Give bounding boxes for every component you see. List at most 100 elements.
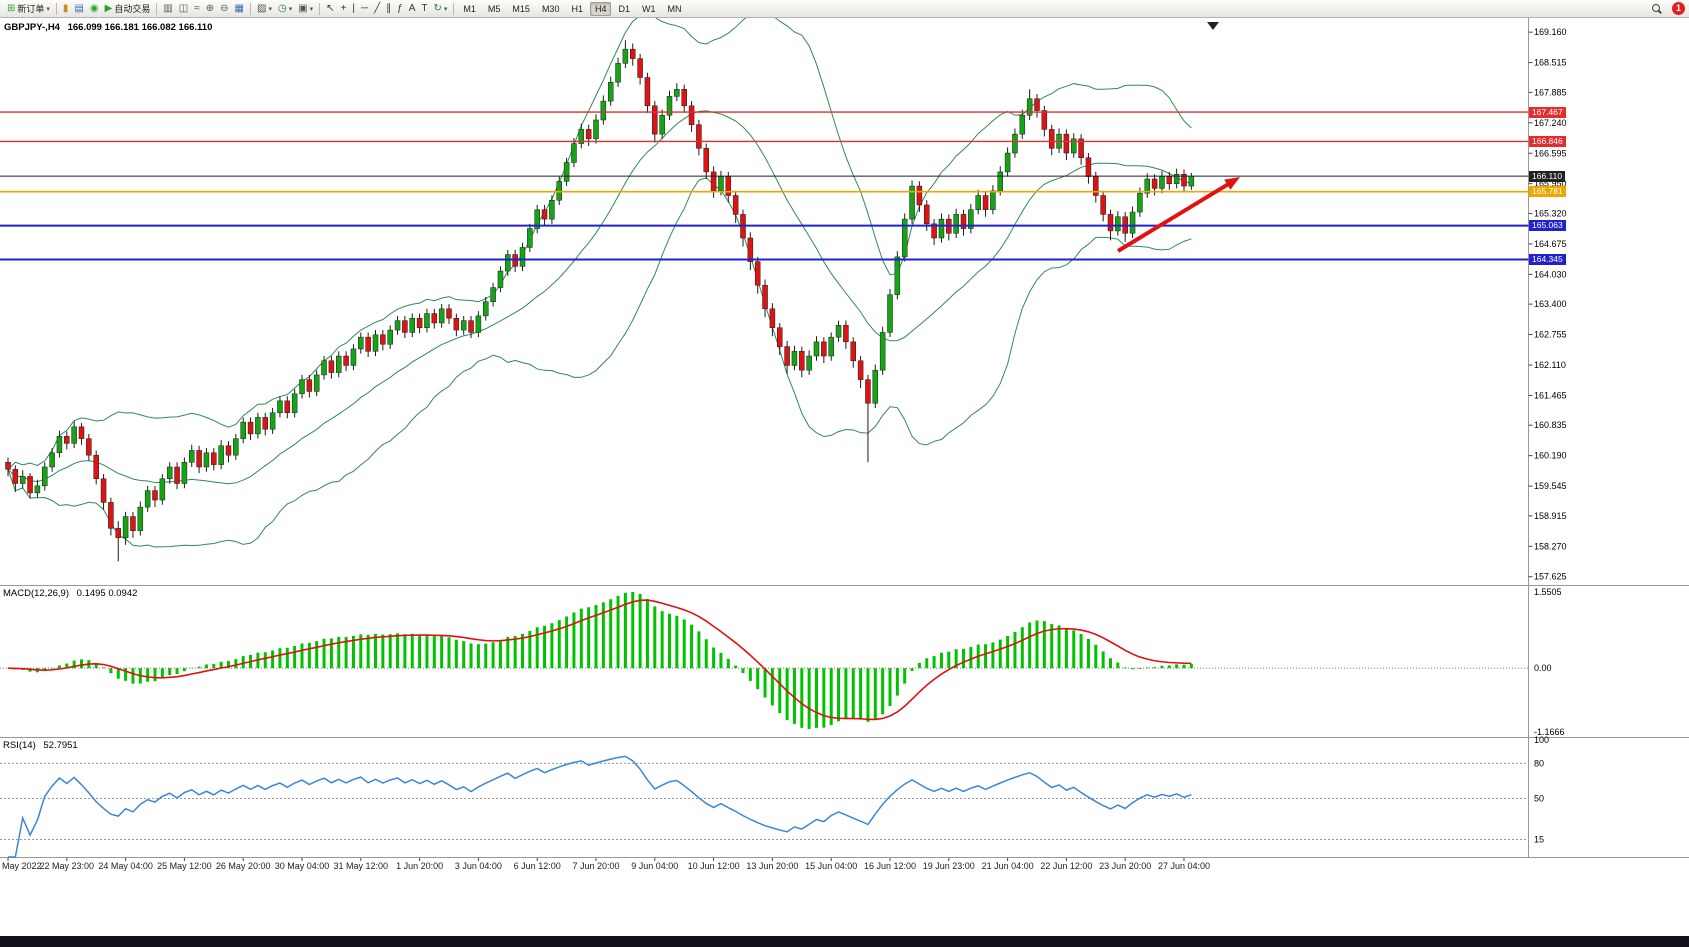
crosshair-button[interactable]: + (338, 1, 350, 17)
candle-body (718, 176, 724, 192)
arrow-tools-button[interactable]: ↻ ▾ (430, 1, 450, 17)
timeframe-button-w1[interactable]: W1 (642, 3, 656, 14)
candle-body (233, 438, 239, 456)
price-axis-label: 165.950 (1534, 179, 1567, 189)
time-axis-label: 19 Jun 23:00 (923, 861, 975, 871)
candle-body (688, 105, 695, 125)
candle-body (174, 466, 180, 484)
candle-body (1144, 178, 1150, 194)
horizontal-line-button[interactable]: ─ (358, 1, 371, 17)
candle-body (791, 351, 798, 366)
market-watch-button[interactable]: ▤ (71, 1, 86, 17)
candle-body (380, 334, 386, 345)
bar-chart-icon: ▥ (163, 2, 173, 14)
candle-body (409, 318, 415, 333)
candle-body (100, 478, 107, 503)
time-axis-label: 13 Jun 20:00 (746, 861, 798, 871)
price-axis-label: 166.595 (1534, 148, 1567, 158)
time-axis-label: 21 Jun 04:00 (982, 861, 1034, 871)
candle-body (358, 336, 364, 350)
rsi-scale-label: 80 (1534, 758, 1544, 768)
chart-shift-marker[interactable] (1207, 22, 1219, 30)
bar-chart-button[interactable]: ▥ (160, 1, 175, 17)
candlestick-chart-button[interactable]: ◫ (176, 1, 191, 17)
candle-body (211, 452, 217, 465)
candle-body (666, 96, 673, 116)
trendline-button[interactable]: ╱ (371, 1, 383, 17)
chevron-down-icon: ▾ (309, 5, 314, 13)
zoom-in-button[interactable]: ⊕ (203, 1, 217, 17)
candle-body (799, 351, 805, 371)
timeframe-button-h4[interactable]: H4 (589, 1, 612, 16)
price-axis-label: 161.465 (1534, 390, 1567, 400)
fibonacci-button[interactable]: ƒ (394, 1, 406, 17)
line-chart-button[interactable]: ≈ (191, 1, 203, 17)
trend-arrow-line[interactable] (1116, 179, 1235, 253)
zoom-out-button[interactable]: ⊖ (217, 1, 231, 17)
price-axis-label: 168.515 (1534, 58, 1567, 68)
timeframe-button-d1[interactable]: D1 (618, 3, 630, 14)
candle-body (541, 209, 548, 220)
search-button[interactable] (1648, 1, 1666, 17)
templates-button[interactable]: ▣ ▾ (295, 1, 316, 17)
candle-body (960, 214, 967, 229)
time-axis-label: 7 Jun 20:00 (572, 861, 619, 871)
timeframe-button-m1[interactable]: M1 (463, 3, 476, 14)
candle-body (674, 89, 680, 97)
candle-body (578, 129, 585, 144)
candle-body (710, 171, 717, 192)
periodicity-button[interactable]: ◷ ▾ (275, 1, 295, 17)
candle-body (1151, 178, 1158, 189)
candle-body (1137, 192, 1143, 213)
new-order-button[interactable]: ⊞ 新订单 ▾ (4, 1, 53, 17)
new-chart-button[interactable]: ▨ ▾ (254, 1, 275, 17)
candle-body (203, 452, 210, 468)
profiles-button[interactable]: ▮ (60, 1, 72, 17)
time-axis-label: 22 Jun 12:00 (1040, 861, 1092, 871)
candle-body (843, 325, 849, 343)
timeframe-button-m5[interactable]: M5 (487, 3, 501, 14)
new-order-label: 新订单 (17, 4, 45, 14)
candle-body (365, 336, 371, 352)
main-toolbar: ⊞ 新订单 ▾ ▮ ▤ ◉ ▶ 自动交易 ▥ ◫ ≈ ⊕ ⊖ ▦ ▨ ▾ ◷ ▾ ▣… (0, 0, 1689, 18)
cursor-button[interactable]: ↖ (323, 1, 337, 17)
candle-body (549, 199, 555, 220)
candle-body (644, 77, 651, 107)
candle-body (703, 148, 709, 173)
price-axis-label: 160.190 (1534, 451, 1567, 461)
notification-badge[interactable]: 1 (1672, 2, 1685, 15)
candle-body (1093, 176, 1099, 196)
channel-button[interactable]: ∥ (383, 1, 394, 17)
candle-body (696, 124, 702, 149)
data-window-button[interactable]: ◉ (87, 1, 102, 17)
vertical-line-button[interactable]: | (349, 1, 358, 17)
candle-body (519, 247, 526, 267)
candle-body (857, 360, 864, 380)
price-axis-label: 165.320 (1534, 208, 1567, 218)
candle-body (527, 228, 533, 248)
timeframe-button-m15[interactable]: M15 (512, 3, 530, 14)
candle-body (1166, 176, 1173, 184)
timeframe-button-h1[interactable]: H1 (571, 3, 583, 14)
new-chart-icon: ▨ (256, 2, 267, 14)
horizontal-line-icon: ─ (361, 2, 369, 14)
candle-body (828, 336, 834, 357)
trend-arrow-head[interactable] (1224, 177, 1240, 190)
candle-body (19, 476, 26, 484)
text-button[interactable]: A (406, 1, 419, 17)
candle-body (784, 346, 790, 366)
fibonacci-icon: ƒ (397, 2, 403, 14)
timeframe-button-m30[interactable]: M30 (541, 3, 560, 14)
candle-body (505, 254, 511, 272)
macd-scale-max: 1.5505 (1534, 587, 1562, 597)
toolbar-divider (156, 2, 158, 15)
label-button[interactable]: T (418, 1, 430, 17)
candle-body (887, 294, 893, 333)
timeframe-button-mn[interactable]: MN (667, 3, 682, 14)
taskbar (0, 936, 1689, 947)
tile-windows-button[interactable]: ▦ (232, 1, 247, 17)
auto-trading-button[interactable]: ▶ 自动交易 (102, 1, 154, 17)
time-axis-label: 15 Jun 04:00 (805, 861, 857, 871)
candle-body (754, 261, 761, 286)
